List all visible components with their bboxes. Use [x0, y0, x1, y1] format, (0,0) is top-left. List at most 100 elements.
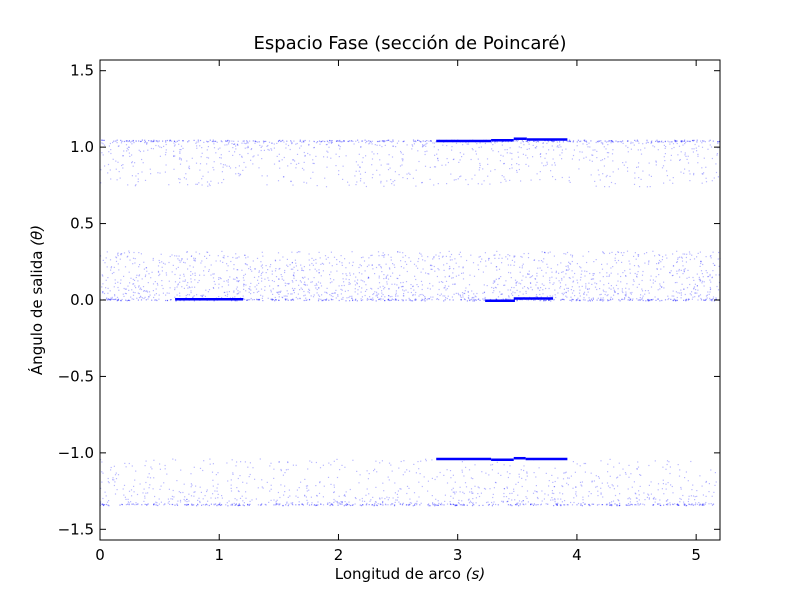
- scatter-point: [109, 169, 111, 171]
- scatter-point: [694, 496, 696, 498]
- scatter-point: [522, 287, 524, 289]
- scatter-point: [304, 155, 306, 157]
- scatter-point: [199, 145, 201, 147]
- scatter-point: [637, 271, 639, 273]
- scatter-point: [313, 140, 315, 142]
- scatter-point: [713, 300, 715, 302]
- scatter-point: [508, 271, 510, 274]
- scatter-point: [666, 460, 669, 462]
- scatter-point: [442, 144, 444, 146]
- scatter-point: [669, 472, 671, 475]
- scatter-point: [105, 495, 107, 497]
- scatter-point: [190, 473, 192, 475]
- scatter-point: [256, 299, 258, 301]
- scatter-point: [641, 288, 643, 290]
- scatter-point: [700, 299, 703, 301]
- scatter-point: [514, 261, 516, 263]
- scatter-point: [137, 181, 139, 183]
- scatter-point: [637, 299, 639, 301]
- scatter-point: [424, 297, 426, 299]
- scatter-point: [426, 140, 428, 142]
- scatter-point: [238, 504, 241, 506]
- scatter-point: [293, 272, 295, 274]
- scatter-point: [560, 285, 562, 288]
- scatter-point: [213, 287, 215, 289]
- scatter-point: [333, 460, 335, 462]
- scatter-point: [561, 271, 563, 273]
- scatter-point: [680, 297, 682, 299]
- scatter-point: [669, 272, 671, 274]
- scatter-point: [618, 141, 620, 143]
- scatter-point: [618, 500, 620, 502]
- scatter-point: [355, 298, 357, 300]
- scatter-point: [639, 485, 641, 487]
- scatter-point: [446, 482, 449, 484]
- scatter-point: [390, 299, 392, 301]
- scatter-point: [396, 142, 398, 144]
- scatter-point: [711, 299, 713, 301]
- scatter-point: [270, 148, 272, 150]
- scatter-point: [548, 149, 550, 151]
- scatter-point: [602, 143, 604, 145]
- scatter-point: [602, 300, 604, 302]
- scatter-point: [129, 259, 131, 261]
- scatter-point: [195, 162, 198, 164]
- scatter-point: [290, 180, 292, 182]
- x-axis-label-symbol: (s): [466, 565, 486, 583]
- scatter-point: [280, 470, 282, 472]
- scatter-point: [454, 505, 456, 507]
- scatter-point: [110, 469, 112, 471]
- scatter-point: [421, 182, 423, 184]
- scatter-point: [604, 158, 606, 160]
- scatter-point: [576, 299, 578, 301]
- scatter-point: [237, 290, 239, 292]
- scatter-point: [576, 279, 578, 281]
- scatter-point: [145, 290, 147, 292]
- scatter-point: [548, 299, 550, 301]
- scatter-point: [423, 144, 425, 146]
- scatter-point: [299, 289, 301, 291]
- scatter-point: [391, 503, 393, 505]
- scatter-point: [606, 275, 608, 277]
- scatter-point: [584, 503, 586, 505]
- scatter-point: [134, 162, 136, 164]
- scatter-point: [153, 139, 155, 141]
- scatter-point: [687, 298, 690, 300]
- scatter-point: [280, 140, 282, 143]
- scatter-point: [472, 298, 474, 301]
- scatter-point: [375, 501, 377, 503]
- scatter-point: [577, 139, 579, 141]
- scatter-point: [518, 473, 520, 475]
- scatter-point: [533, 259, 536, 261]
- scatter-point: [525, 503, 527, 505]
- scatter-point: [483, 299, 485, 301]
- scatter-point: [256, 298, 258, 300]
- scatter-point: [177, 500, 179, 502]
- scatter-point: [430, 296, 432, 298]
- scatter-point: [315, 258, 317, 261]
- scatter-point: [364, 139, 366, 141]
- scatter-point: [463, 504, 465, 506]
- scatter-point: [179, 277, 181, 279]
- scatter-point: [643, 492, 645, 494]
- scatter-point: [391, 470, 393, 472]
- scatter-point: [139, 264, 141, 266]
- scatter-point: [304, 494, 306, 496]
- scatter-point: [416, 504, 418, 506]
- scatter-point: [625, 161, 627, 163]
- scatter-point: [415, 265, 417, 267]
- scatter-point: [218, 283, 220, 285]
- scatter-point: [444, 494, 446, 496]
- scatter-point: [360, 505, 363, 507]
- scatter-point: [293, 289, 295, 292]
- scatter-point: [377, 140, 379, 142]
- scatter-point: [591, 278, 593, 280]
- scatter-point: [600, 159, 602, 162]
- scatter-point: [388, 267, 391, 269]
- scatter-point: [365, 494, 367, 496]
- scatter-point: [705, 270, 707, 272]
- scatter-point: [482, 298, 484, 300]
- scatter-point: [241, 269, 243, 271]
- scatter-point: [418, 258, 420, 260]
